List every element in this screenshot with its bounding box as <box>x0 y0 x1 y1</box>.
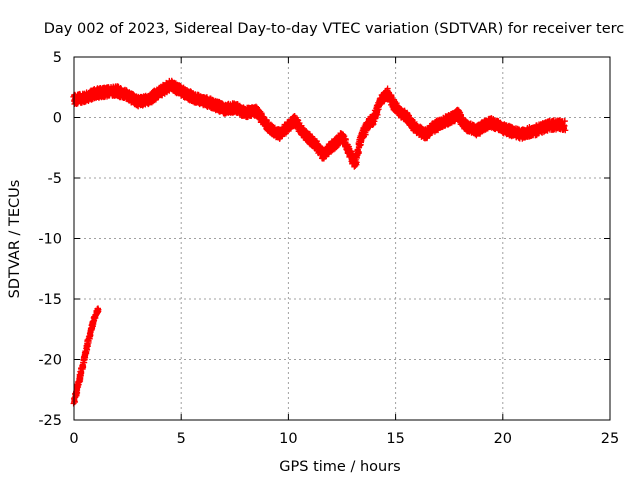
grid-lines <box>74 57 610 420</box>
y-tick-label: -5 <box>48 171 62 187</box>
x-axis-label: GPS time / hours <box>279 459 400 475</box>
y-tick-label: -20 <box>38 353 62 369</box>
x-tick-label: 5 <box>177 431 186 447</box>
x-tick-label: 15 <box>386 431 404 447</box>
y-tick-label: -10 <box>38 232 62 248</box>
y-tick-label: -25 <box>38 413 62 429</box>
y-axis-label: SDTVAR / TECUs <box>7 180 23 299</box>
x-tick-label: 0 <box>69 431 78 447</box>
x-tick-label: 25 <box>601 431 619 447</box>
axes: 0 5 10 15 20 25 -25 -20 -15 -10 -5 0 5 <box>38 50 619 447</box>
y-tick-label: 5 <box>53 50 62 66</box>
chart-title: Day 002 of 2023, Sidereal Day-to-day VTE… <box>44 21 625 37</box>
x-tick-label: 10 <box>279 431 297 447</box>
y-tick-label: 0 <box>53 111 62 127</box>
y-tick-label: -15 <box>38 292 62 308</box>
x-tick-label: 20 <box>494 431 512 447</box>
